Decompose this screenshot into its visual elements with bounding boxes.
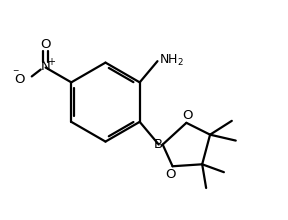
Text: +: + bbox=[47, 57, 54, 67]
Text: NH$_2$: NH$_2$ bbox=[160, 53, 184, 68]
Text: N: N bbox=[41, 60, 50, 73]
Text: $^{-}$: $^{-}$ bbox=[12, 68, 20, 79]
Text: B: B bbox=[154, 138, 163, 151]
Text: O: O bbox=[182, 109, 193, 122]
Text: O: O bbox=[14, 73, 25, 86]
Text: O: O bbox=[40, 38, 51, 51]
Text: O: O bbox=[165, 168, 176, 181]
